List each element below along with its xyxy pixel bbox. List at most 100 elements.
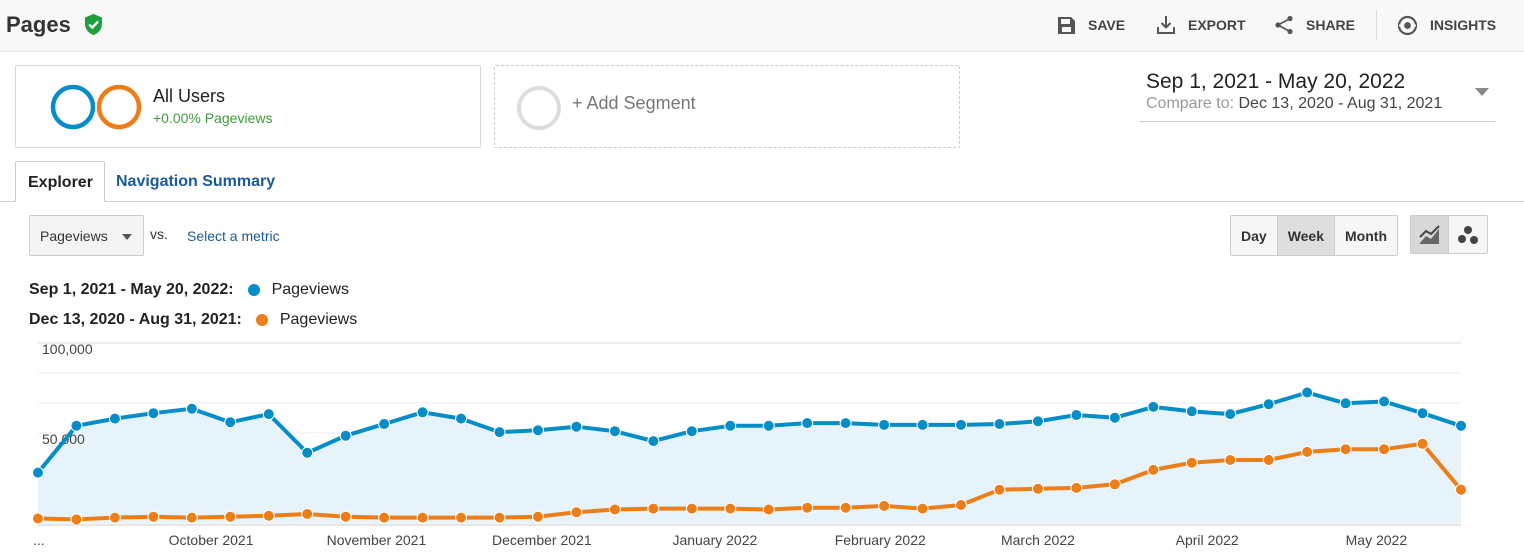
data-point-compare [301, 508, 314, 520]
add-segment-button[interactable]: + Add Segment [494, 65, 960, 148]
data-point-compare [416, 511, 429, 524]
legend-compare: Dec 13, 2020 - Aug 31, 2021: Pageviews [29, 311, 357, 329]
data-point-compare [1070, 481, 1083, 494]
data-point-current [1147, 400, 1160, 413]
data-point-current [647, 435, 660, 448]
data-point-current [70, 419, 83, 432]
data-point-compare [493, 511, 506, 524]
motion-chart-view-button[interactable] [1449, 216, 1487, 253]
data-point-current [724, 419, 737, 432]
data-point-current [531, 424, 544, 437]
data-point-compare [955, 499, 968, 511]
data-point-current [1224, 408, 1237, 421]
data-point-compare [378, 511, 391, 524]
data-point-current [378, 418, 391, 430]
data-point-compare [1262, 454, 1275, 466]
data-point-current [1070, 409, 1083, 421]
data-point-current [762, 419, 775, 432]
export-icon [1157, 16, 1175, 34]
series-line-current [36, 390, 1462, 474]
select-metric-link[interactable]: Select a metric [187, 228, 280, 244]
data-point-compare [455, 511, 468, 524]
data-point-current [339, 429, 352, 442]
data-point-compare [224, 510, 237, 523]
data-point-current [1185, 405, 1198, 418]
tab-explorer[interactable]: Explorer [15, 161, 105, 202]
vs-label: vs. [150, 226, 168, 242]
legend-current-dot [247, 284, 260, 296]
legend-current-range: Sep 1, 2021 - May 20, 2022: [29, 281, 234, 298]
period-day-button[interactable]: Day [1231, 216, 1278, 255]
page-title: Pages [6, 12, 71, 37]
data-point-compare [262, 509, 275, 522]
data-point-compare [1416, 437, 1429, 450]
data-point-compare [1108, 478, 1121, 491]
share-button[interactable]: SHARE [1274, 12, 1355, 38]
data-point-compare [1455, 483, 1467, 496]
data-point-current [185, 402, 198, 415]
data-point-compare [724, 502, 737, 515]
data-point-current [955, 418, 968, 431]
metric-select-value: Pageviews [40, 228, 108, 244]
data-point-compare [1378, 443, 1391, 456]
metric-select[interactable]: Pageviews [29, 215, 144, 256]
data-point-compare [762, 503, 775, 516]
data-point-current [993, 418, 1006, 430]
segment-change: +0.00% Pageviews [153, 110, 273, 126]
data-point-current [1416, 407, 1429, 420]
toolbar-divider [1376, 10, 1377, 40]
add-segment-circle-icon [517, 86, 561, 130]
data-point-current [1339, 397, 1352, 410]
x-tick-label: February 2022 [835, 532, 926, 548]
save-button[interactable]: SAVE [1057, 12, 1125, 38]
segment-circles-icon [50, 84, 142, 130]
data-point-current [1301, 386, 1314, 399]
motion-chart-icon [1458, 225, 1478, 244]
data-point-current [1262, 398, 1275, 411]
data-point-compare [1031, 482, 1044, 495]
share-label: SHARE [1306, 17, 1356, 33]
x-tick-label: December 2021 [492, 532, 592, 548]
save-icon [1058, 16, 1075, 34]
data-point-compare [608, 503, 621, 516]
data-point-compare [1147, 463, 1160, 476]
data-point-current [108, 412, 121, 425]
period-week-button[interactable]: Week [1277, 216, 1336, 255]
x-tick-label: March 2022 [1001, 532, 1075, 548]
date-range-compare: Compare to: Dec 13, 2020 - Aug 31, 2021 [1146, 95, 1442, 113]
data-point-current [301, 446, 314, 459]
line-chart-view-button[interactable] [1411, 216, 1449, 253]
caret-down-icon [122, 234, 132, 240]
data-point-compare [147, 510, 160, 523]
legend-compare-name: Pageviews [279, 311, 358, 328]
data-point-current [608, 425, 621, 438]
period-toggle: Day Week Month [1230, 215, 1398, 256]
add-segment-label: + Add Segment [572, 93, 696, 113]
tab-navigation-summary[interactable]: Navigation Summary [116, 173, 276, 190]
report-header: Pages SAVE EXPORT SHARE [0, 0, 1524, 52]
segment-all-users[interactable]: All Users +0.00% Pageviews [15, 65, 481, 148]
data-point-current [878, 418, 891, 431]
date-range-picker[interactable]: Sep 1, 2021 - May 20, 2022 Compare to: D… [1140, 68, 1495, 122]
data-point-current [1108, 411, 1121, 424]
x-tick-label: ... [33, 532, 45, 548]
data-point-compare [839, 501, 852, 514]
tabs-divider [0, 201, 1524, 202]
data-point-compare [70, 513, 83, 526]
data-point-compare [1301, 445, 1314, 458]
compare-range: Dec 13, 2020 - Aug 31, 2021 [1238, 95, 1443, 112]
export-button[interactable]: EXPORT [1156, 12, 1246, 38]
save-label: SAVE [1088, 17, 1126, 33]
x-tick-label: November 2021 [327, 532, 427, 548]
data-point-current [416, 406, 429, 419]
data-point-compare [1185, 456, 1198, 469]
data-point-current [570, 420, 583, 433]
period-month-button[interactable]: Month [1335, 216, 1397, 255]
insights-icon [1397, 15, 1418, 35]
data-point-compare [685, 502, 698, 515]
insights-button[interactable]: INSIGHTS [1397, 12, 1496, 38]
data-point-compare [531, 510, 544, 523]
data-point-current [224, 416, 237, 429]
chart-view-toggle [1410, 215, 1488, 254]
